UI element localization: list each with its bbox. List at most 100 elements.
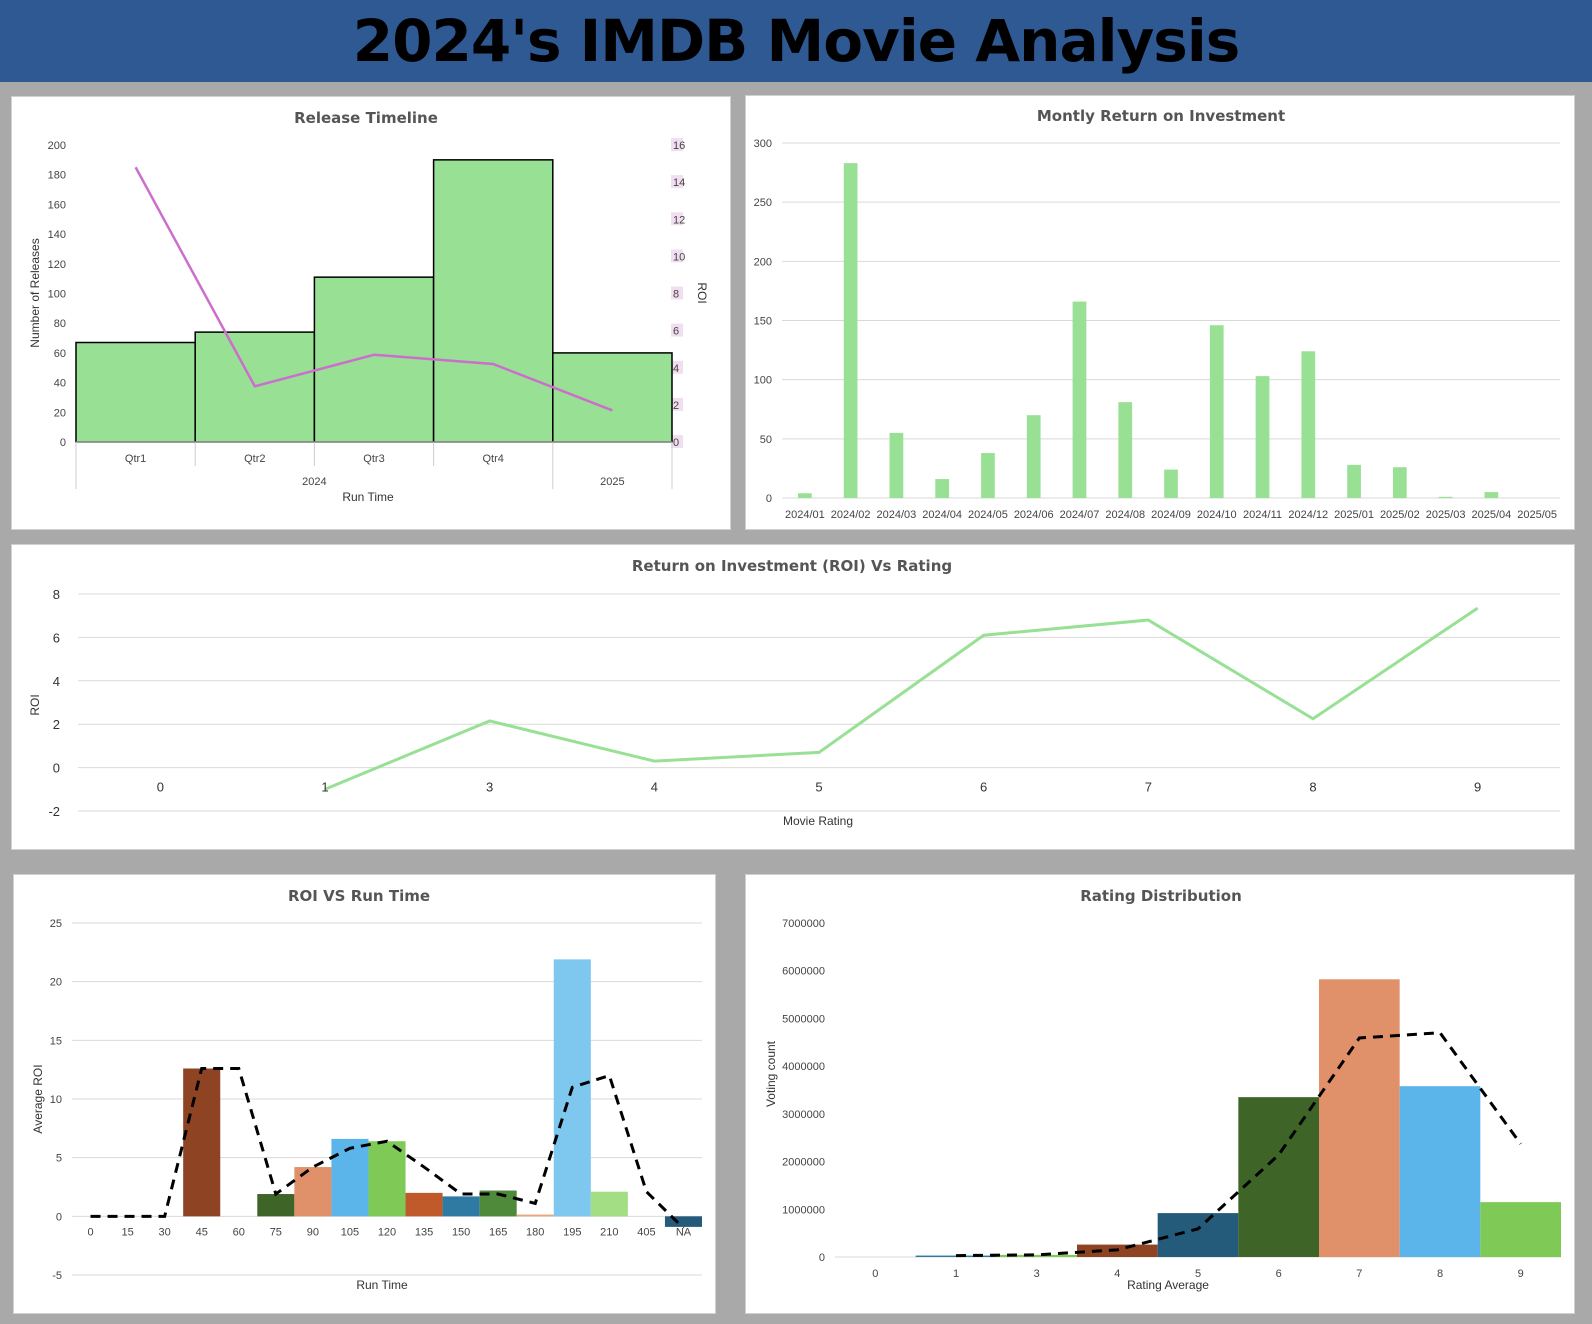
- x-tick-label: 2024/08: [1105, 509, 1145, 521]
- x-tick-label: 150: [452, 1226, 470, 1238]
- x-tick-label: 2024/12: [1288, 509, 1328, 521]
- y2-tick-highlight: [671, 397, 683, 411]
- y-tick-label: 25: [50, 918, 62, 930]
- x-tick-label: 135: [415, 1226, 433, 1238]
- trendline: [90, 1066, 685, 1230]
- bar: [1118, 402, 1133, 498]
- y-tick-label: 200: [48, 140, 66, 152]
- y-axis-label: Average ROI: [31, 1064, 45, 1133]
- bar: [590, 1191, 628, 1217]
- bar: [75, 341, 196, 443]
- y-tick-label: 200: [754, 256, 772, 268]
- trendline: [955, 1031, 1522, 1258]
- bar: [1026, 415, 1041, 498]
- y2-tick-label: 16: [673, 140, 685, 152]
- y2-tick-label: 4: [673, 363, 679, 375]
- chart-title: ROI VS Run Time: [288, 887, 430, 905]
- roi-vs-runtime-panel: ROI VS Run Time -5 0 5 10 15 20 25 0 15 30 45 60 75 90…: [13, 874, 716, 1314]
- x-group-label: 2025: [600, 476, 624, 488]
- y-tick-label: 250: [754, 197, 772, 209]
- bar: [935, 479, 950, 498]
- bar: [915, 1255, 997, 1257]
- rating-distribution-panel: Rating Distribution 0 1000000 2000000 300000…: [745, 874, 1575, 1314]
- y-tick-label: 1000000: [782, 1204, 825, 1216]
- y-tick-label: 4000000: [782, 1061, 825, 1073]
- x-tick-label: 2024/10: [1197, 509, 1237, 521]
- x-tick-label: 45: [196, 1226, 208, 1238]
- x-tick-label: 105: [341, 1226, 359, 1238]
- bar: [1072, 301, 1087, 498]
- x-tick-label: 8: [1437, 1268, 1443, 1280]
- x-axis-label: Run Time: [342, 490, 394, 504]
- y-tick-label: 0: [56, 1211, 62, 1223]
- monthly-roi-panel: Montly Return on Investment 0 50 100 150 200 2…: [745, 95, 1575, 530]
- x-tick-label: 2024/02: [831, 509, 871, 521]
- bar: [442, 1196, 480, 1217]
- y-tick-label: 100: [754, 375, 772, 387]
- bar: [432, 159, 554, 443]
- x-tick-label: 0: [157, 780, 164, 795]
- x-tick-label: NA: [676, 1226, 692, 1238]
- x-tick-label: 2024/06: [1014, 509, 1054, 521]
- chart-title: Release Timeline: [294, 109, 438, 127]
- bar: [1347, 464, 1361, 498]
- x-tick-label: 0: [87, 1226, 93, 1238]
- y2-tick-label: 6: [673, 326, 679, 338]
- y-tick-label: 0: [60, 437, 66, 449]
- y-tick-label: 10: [50, 1094, 62, 1106]
- x-tick-label: 9: [1474, 780, 1481, 795]
- chart-title: Return on Investment (ROI) Vs Rating: [632, 557, 952, 575]
- bar: [981, 453, 995, 498]
- y-tick-label: 80: [54, 318, 66, 330]
- bar: [368, 1141, 406, 1217]
- y-tick-label: 180: [48, 170, 66, 182]
- y-tick-label: 40: [54, 378, 66, 390]
- release-timeline-panel: Release Timeline 0 20 40 60 80 100 120 140 160 180…: [11, 96, 731, 530]
- roi-vs-rating-chart: Return on Investment (ROI) Vs Rating -2 0 2…: [28, 557, 1560, 828]
- y-tick-label: 0: [819, 1252, 825, 1264]
- x-tick-label: 60: [233, 1226, 245, 1238]
- y-tick-label: 150: [754, 316, 772, 328]
- x-tick-label: Qtr4: [482, 453, 503, 465]
- y2-tick-label: 2: [673, 400, 679, 412]
- chart-title: Montly Return on Investment: [1037, 107, 1285, 125]
- bar: [1157, 1213, 1239, 1257]
- x-tick-label: Qtr3: [363, 453, 384, 465]
- x-tick-label: 90: [307, 1226, 319, 1238]
- x-tick-label: 2025/02: [1380, 509, 1420, 521]
- x-tick-label: 2024/07: [1060, 509, 1100, 521]
- x-tick-label: 210: [600, 1226, 618, 1238]
- y-tick-label: 50: [760, 434, 772, 446]
- y2-tick-label: 10: [673, 251, 685, 263]
- y-tick-label: 100: [48, 289, 66, 301]
- x-tick-label: 7: [1145, 780, 1152, 795]
- x-tick-label: 15: [121, 1226, 133, 1238]
- y-tick-label: 15: [50, 1035, 62, 1047]
- y-tick-label: 6: [53, 630, 60, 645]
- y-tick-label: 20: [50, 977, 62, 989]
- x-tick-label: 2024/11: [1243, 509, 1282, 521]
- y2-tick-highlight: [671, 175, 683, 189]
- x-tick-label: 2024/03: [877, 509, 917, 521]
- bar: [1484, 492, 1499, 498]
- y-tick-label: 140: [48, 229, 66, 241]
- x-tick-label: 2025/04: [1471, 509, 1511, 521]
- x-tick-label: 3: [486, 780, 493, 795]
- y-tick-label: 20: [54, 407, 66, 419]
- bar: [1480, 1202, 1561, 1257]
- bar: [996, 1254, 1077, 1257]
- y-tick-label: 6000000: [782, 966, 825, 978]
- bar: [843, 163, 858, 498]
- y-axis-label: Voting count: [764, 1040, 778, 1107]
- bar: [313, 276, 435, 443]
- bar: [1438, 496, 1453, 498]
- y-tick-label: 0: [53, 761, 60, 776]
- x-tick-label: 0: [872, 1268, 878, 1280]
- x-tick-label: Qtr2: [244, 453, 265, 465]
- x-tick-label: 7: [1356, 1268, 1362, 1280]
- y2-tick-label: 8: [673, 289, 679, 301]
- y-tick-label: -2: [48, 804, 60, 819]
- x-tick-label: 2024/05: [968, 509, 1008, 521]
- x-tick-label: 2025/05: [1517, 509, 1557, 521]
- y-tick-label: 60: [54, 348, 66, 360]
